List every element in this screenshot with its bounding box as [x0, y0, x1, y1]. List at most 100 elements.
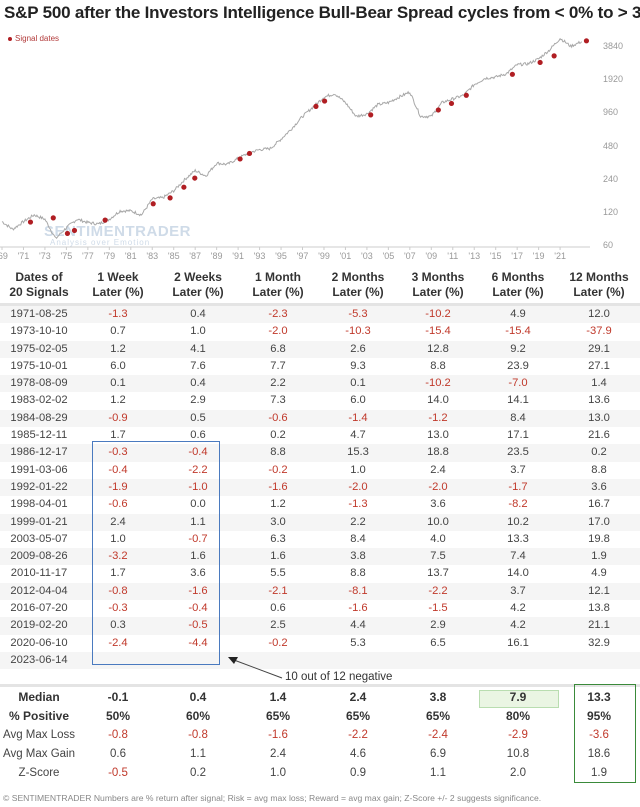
signal-point: [246, 150, 253, 157]
legend-label: Signal dates: [15, 34, 60, 43]
return-cell: -0.3: [78, 600, 158, 618]
x-tick-label: '03: [361, 251, 373, 261]
return-cell: 5.3: [318, 634, 398, 652]
signal-date-cell: 2009-08-26: [0, 548, 78, 566]
return-cell: -1.2: [398, 409, 478, 428]
12m-highlight-box: [574, 684, 636, 783]
x-tick-label: '83: [146, 251, 159, 261]
return-cell: 13.6: [558, 392, 640, 410]
summary-value: -0.8: [188, 729, 208, 741]
return-cell: -0.9: [78, 409, 158, 428]
summary-value: 1.9: [591, 767, 607, 779]
chart-title: S&P 500 after the Investors Intelligence…: [4, 3, 640, 22]
table-row: 1975-10-01 6.0 7.6 7.7 9.3 8.8 23.9 27.1: [0, 357, 640, 376]
return-cell: -0.3: [78, 444, 158, 462]
return-cell: 8.8: [318, 565, 398, 583]
return-cell: 9.3: [318, 357, 398, 376]
summary-value: -0.1: [107, 690, 129, 704]
return-cell: 13.3: [478, 530, 558, 549]
return-cell: -5.3: [318, 304, 398, 324]
y-tick-label: 60: [603, 240, 614, 250]
return-cell: 4.7: [318, 427, 398, 445]
signal-date-cell: 1991-03-06: [0, 461, 78, 479]
x-tick-label: '77: [81, 251, 94, 261]
return-cell: -0.4: [158, 444, 238, 462]
return-cell: 1.9: [558, 548, 640, 566]
signal-point: [150, 201, 156, 207]
return-cell: 8.8: [238, 444, 318, 462]
return-cell: -0.2: [238, 634, 318, 652]
signal-date-cell: 2020-06-10: [0, 634, 78, 652]
table-row: 1992-01-22 -1.9 -1.0 -1.6 -2.0 -2.0 -1.7 3.6: [0, 478, 640, 497]
summary-value: -3.6: [589, 729, 609, 741]
table-row: 1985-12-11 1.7 0.6 0.2 4.7 13.0 17.1 21.6: [0, 427, 640, 445]
return-cell: -7.0: [478, 375, 558, 393]
signal-date-cell: 2003-05-07: [0, 530, 78, 549]
return-cell: -1.7: [478, 478, 558, 497]
summary-value: 1.1: [190, 748, 206, 760]
return-cell: 1.7: [78, 565, 158, 583]
summary-value: 65%: [425, 709, 451, 723]
table-row: 2010-11-17 1.7 3.6 5.5 8.8 13.7 14.0 4.9: [0, 565, 640, 583]
return-cell: [398, 651, 478, 670]
signal-point: [167, 195, 173, 201]
return-cell: 13.0: [558, 409, 640, 428]
return-cell: 16.7: [558, 496, 640, 514]
return-cell: 13.0: [398, 427, 478, 445]
return-cell: 2.4: [398, 461, 478, 479]
summary-value: 7.9: [509, 690, 527, 704]
column-header: Dates of 20 Signals: [0, 268, 78, 306]
return-cell: -0.2: [238, 461, 318, 479]
return-cell: 0.2: [558, 444, 640, 462]
summary-value: 80%: [505, 709, 531, 723]
summary-row: Median -0.1 0.4 1.4 2.4 3.8 7.9 13.3: [0, 688, 640, 707]
return-cell: [238, 651, 318, 670]
table-row: 2020-06-10 -2.4 -4.4 -0.2 5.3 6.5 16.1 32.9: [0, 634, 640, 652]
summary-label: Z-Score: [18, 767, 60, 779]
return-cell: 8.8: [398, 357, 478, 376]
table-row: 1999-01-21 2.4 1.1 3.0 2.2 10.0 10.2 17.0: [0, 513, 640, 531]
signal-point: [237, 156, 243, 162]
summary-value: 4.6: [350, 748, 366, 760]
return-cell: 14.1: [478, 392, 558, 410]
return-cell: -3.2: [78, 548, 158, 566]
return-cell: 2.9: [398, 617, 478, 635]
signal-point: [71, 227, 78, 234]
x-tick-label: '07: [403, 251, 416, 261]
negative-highlight-box: [92, 441, 220, 665]
return-cell: 8.8: [558, 461, 640, 479]
return-cell: 0.6: [238, 600, 318, 618]
signal-dot-icon: [8, 36, 12, 41]
signal-date-cell: 1983-02-02: [0, 392, 78, 410]
y-tick-label: 3840: [603, 41, 624, 51]
return-cell: 0.6: [158, 427, 238, 445]
signal-date-cell: 2012-04-04: [0, 582, 78, 601]
table-row: 2023-06-14: [0, 651, 640, 670]
signal-date-cell: 1985-12-11: [0, 427, 78, 445]
return-cell: -1.9: [78, 478, 158, 497]
summary-value: 0.4: [189, 690, 207, 704]
return-cell: 3.6: [398, 496, 478, 514]
signal-point: [313, 103, 319, 109]
summary-label: Avg Max Gain: [2, 748, 75, 760]
return-cell: 23.5: [478, 444, 558, 462]
table-row: 1983-02-02 1.2 2.9 7.3 6.0 14.0 14.1 13.6: [0, 392, 640, 410]
signal-point: [537, 59, 543, 66]
table-row: 2009-08-26 -3.2 1.6 1.6 3.8 7.5 7.4 1.9: [0, 548, 640, 566]
return-cell: -10.3: [318, 323, 398, 341]
table-row: 1978-08-09 0.1 0.4 2.2 0.1 -10.2 -7.0 1.4: [0, 375, 640, 393]
x-tick-label: '95: [275, 251, 287, 261]
signal-date-cell: 1975-02-05: [0, 340, 78, 358]
return-cell: 3.8: [318, 548, 398, 566]
signal-point: [368, 112, 374, 118]
return-cell: 6.0: [78, 357, 158, 376]
return-cell: 12.1: [558, 582, 640, 601]
return-cell: 12.8: [398, 340, 478, 358]
return-cell: 1.0: [318, 461, 398, 479]
return-cell: -2.3: [238, 304, 318, 324]
summary-value: 65%: [265, 709, 291, 723]
return-cell: -2.1: [238, 582, 318, 601]
signal-date-cell: 1984-08-29: [0, 409, 78, 428]
return-cell: [478, 651, 558, 670]
